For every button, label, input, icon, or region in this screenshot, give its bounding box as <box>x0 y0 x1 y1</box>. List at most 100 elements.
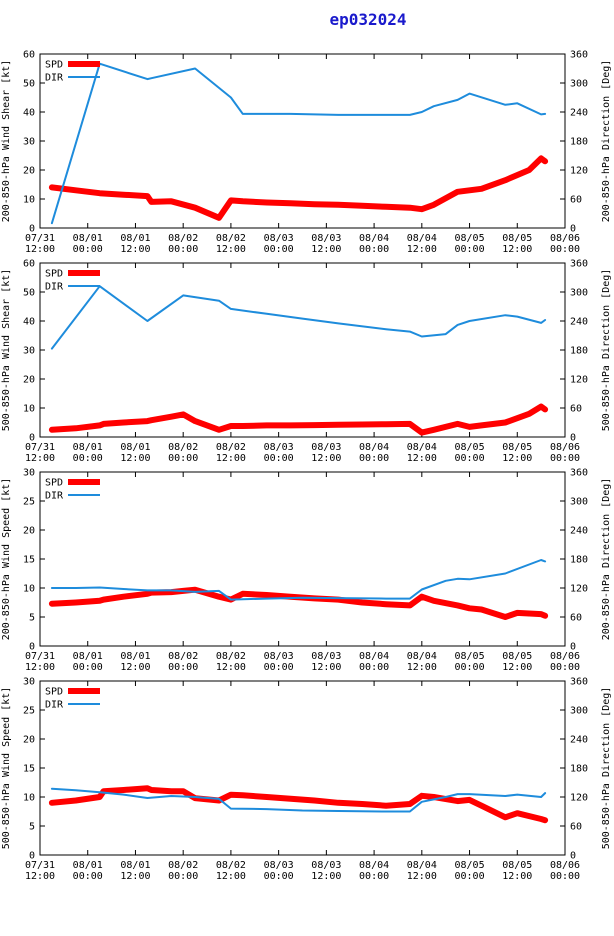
legend-label-spd: SPD <box>45 269 63 280</box>
x-tick-label-time: 12:00 <box>407 871 437 882</box>
y-tick-label: 20 <box>23 735 35 746</box>
x-tick-label-date: 08/01 <box>120 442 150 453</box>
y2-tick-label: 0 <box>570 433 576 444</box>
x-tick-label-time: 00:00 <box>359 662 389 673</box>
y2-axis-title: 500-850-hPa Direction [Deg] <box>601 687 612 850</box>
x-tick-label-time: 00:00 <box>550 662 580 673</box>
y2-tick-label: 60 <box>570 404 582 415</box>
x-tick-label-date: 08/03 <box>264 233 294 244</box>
y2-tick-label: 180 <box>570 764 588 775</box>
x-tick-label-time: 12:00 <box>120 662 150 673</box>
x-tick-label-time: 12:00 <box>25 662 55 673</box>
x-tick-label-date: 08/03 <box>311 233 341 244</box>
x-tick-label-time: 00:00 <box>168 662 198 673</box>
x-tick-label-date: 08/05 <box>454 651 484 662</box>
x-tick-label-time: 12:00 <box>502 662 532 673</box>
x-tick-label-date: 08/02 <box>168 442 198 453</box>
x-tick-label-time: 00:00 <box>73 244 103 255</box>
x-tick-label-time: 12:00 <box>311 453 341 464</box>
x-tick-label-time: 00:00 <box>359 871 389 882</box>
y2-tick-label: 360 <box>570 50 588 61</box>
x-tick-label-date: 08/05 <box>502 860 532 871</box>
x-tick-label-time: 00:00 <box>359 453 389 464</box>
series-line-dir <box>50 285 547 350</box>
series-line-dir <box>50 787 547 813</box>
y-tick-label: 30 <box>23 677 35 688</box>
x-tick-label-date: 08/04 <box>407 860 437 871</box>
chart-panels: 07/3112:0008/0100:0008/0112:0008/0200:00… <box>1 50 612 883</box>
y-tick-label: 0 <box>29 851 35 862</box>
series-line-spd <box>48 155 549 221</box>
x-tick-label-time: 00:00 <box>454 453 484 464</box>
y2-tick-label: 240 <box>570 317 588 328</box>
series-line-dir <box>50 62 547 225</box>
x-tick-label-date: 08/03 <box>311 860 341 871</box>
x-tick-label-time: 12:00 <box>25 244 55 255</box>
x-tick-label-time: 12:00 <box>502 244 532 255</box>
x-tick-label-date: 08/02 <box>216 233 246 244</box>
x-tick-label-date: 08/04 <box>359 651 389 662</box>
page-title: ep032024 <box>329 10 406 29</box>
x-tick-label-time: 00:00 <box>359 244 389 255</box>
x-tick-label-date: 08/01 <box>73 651 103 662</box>
x-tick-label-date: 08/06 <box>550 442 580 453</box>
x-tick-label-time: 00:00 <box>73 453 103 464</box>
x-tick-label-date: 08/05 <box>502 442 532 453</box>
y-tick-label: 10 <box>23 793 35 804</box>
x-tick-label-time: 12:00 <box>216 662 246 673</box>
y2-tick-label: 60 <box>570 613 582 624</box>
x-tick-label-date: 08/02 <box>216 651 246 662</box>
x-tick-label-time: 12:00 <box>311 244 341 255</box>
y-tick-label: 10 <box>23 584 35 595</box>
y2-tick-label: 240 <box>570 526 588 537</box>
y-tick-label: 40 <box>23 317 35 328</box>
x-tick-label-date: 08/02 <box>168 860 198 871</box>
series-line-dir <box>50 559 547 601</box>
y-tick-label: 10 <box>23 195 35 206</box>
y2-tick-label: 60 <box>570 822 582 833</box>
x-tick-label-time: 12:00 <box>120 244 150 255</box>
x-tick-label-time: 00:00 <box>454 871 484 882</box>
x-tick-label-date: 08/02 <box>216 442 246 453</box>
x-tick-label-time: 00:00 <box>454 662 484 673</box>
y-tick-label: 50 <box>23 79 35 90</box>
y2-tick-label: 360 <box>570 259 588 270</box>
x-tick-label-date: 08/04 <box>407 651 437 662</box>
x-tick-label-time: 12:00 <box>311 662 341 673</box>
y-tick-label: 60 <box>23 50 35 61</box>
legend-label-spd: SPD <box>45 478 63 489</box>
x-tick-label-date: 08/05 <box>454 442 484 453</box>
legend-label-dir: DIR <box>45 491 64 502</box>
y2-tick-label: 120 <box>570 584 588 595</box>
x-tick-label-time: 00:00 <box>454 244 484 255</box>
y2-tick-label: 120 <box>570 793 588 804</box>
y-tick-label: 0 <box>29 642 35 653</box>
y-tick-label: 60 <box>23 259 35 270</box>
y2-tick-label: 60 <box>570 195 582 206</box>
x-tick-label-time: 00:00 <box>550 244 580 255</box>
y-axis-title: 200-850-hPa Wind Shear [kt] <box>1 60 12 223</box>
x-tick-label-time: 00:00 <box>73 871 103 882</box>
x-tick-label-time: 00:00 <box>264 662 294 673</box>
y-tick-label: 30 <box>23 137 35 148</box>
x-tick-label-date: 08/03 <box>264 651 294 662</box>
legend-label-dir: DIR <box>45 700 64 711</box>
y2-tick-label: 240 <box>570 108 588 119</box>
x-tick-label-time: 12:00 <box>407 244 437 255</box>
x-tick-label-date: 08/02 <box>168 651 198 662</box>
x-tick-label-date: 08/05 <box>454 860 484 871</box>
x-tick-label-date: 08/01 <box>73 233 103 244</box>
y2-tick-label: 360 <box>570 677 588 688</box>
y2-axis-title: 200-850-hPa Direction [Deg] <box>601 60 612 223</box>
chart-panel-3: 07/3112:0008/0100:0008/0112:0008/0200:00… <box>1 468 612 674</box>
y-tick-label: 5 <box>29 613 35 624</box>
y2-tick-label: 180 <box>570 346 588 357</box>
x-tick-label-date: 07/31 <box>25 860 55 871</box>
x-tick-label-date: 08/03 <box>311 442 341 453</box>
y2-tick-label: 120 <box>570 166 588 177</box>
y2-tick-label: 300 <box>570 79 588 90</box>
x-tick-label-date: 08/06 <box>550 860 580 871</box>
x-tick-label-time: 12:00 <box>216 871 246 882</box>
y2-tick-label: 300 <box>570 706 588 717</box>
x-tick-label-date: 08/04 <box>359 860 389 871</box>
